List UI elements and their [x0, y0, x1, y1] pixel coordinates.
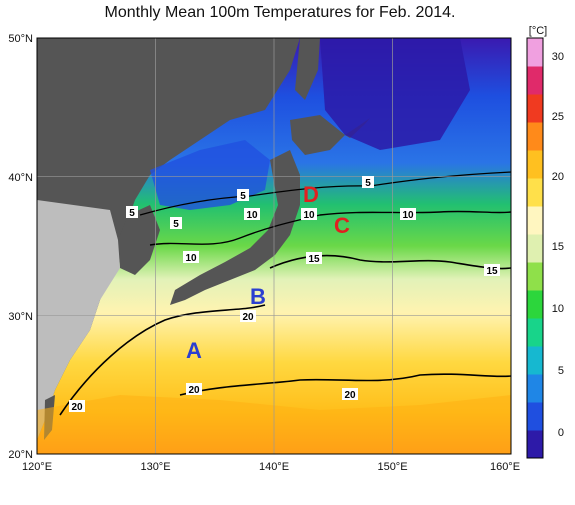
contour-label: 5	[362, 176, 374, 189]
colorbar-frame	[526, 37, 544, 459]
colorbar-segment	[527, 318, 543, 347]
korea-peninsula	[118, 205, 160, 275]
svg-text:15: 15	[486, 266, 498, 277]
colorbar-tick-10: 10	[552, 303, 564, 315]
colorbar-tick-0: 0	[558, 427, 564, 439]
svg-text:20: 20	[242, 312, 254, 323]
colorbar-segment	[527, 206, 543, 235]
marker-c: C	[334, 213, 350, 238]
contour-label: 5	[170, 217, 182, 230]
svg-text:10: 10	[185, 253, 197, 264]
marker-b: B	[250, 284, 266, 309]
colorbar-tick-15: 15	[552, 241, 564, 253]
contour-label: 10	[244, 208, 260, 221]
svg-text:5: 5	[173, 219, 179, 230]
lon-tick-120: 120°E	[22, 461, 52, 473]
colorbar-unit: [°C]	[529, 25, 547, 37]
contour-label: 15	[306, 252, 322, 265]
svg-text:20: 20	[344, 390, 356, 401]
graticule	[37, 38, 511, 454]
hokkaido-island	[290, 115, 345, 155]
contour-label: 5	[237, 189, 249, 202]
contour-label: 5	[126, 206, 138, 219]
colorbar-tick-5: 5	[558, 365, 564, 377]
svg-text:5: 5	[240, 191, 246, 202]
contour-label: 15	[484, 264, 500, 277]
svg-text:20: 20	[71, 402, 83, 413]
lat-tick-30: 30°N	[8, 311, 33, 323]
sakhalin-island	[295, 38, 320, 100]
contour-5	[139, 171, 511, 216]
colorbar-segment	[527, 66, 543, 95]
lat-tick-20: 20°N	[8, 449, 33, 461]
contour-label: 20	[342, 388, 358, 401]
svg-text:10: 10	[402, 210, 414, 221]
lat-tick-50: 50°N	[8, 33, 33, 45]
china-coast-shallow	[37, 200, 120, 440]
marker-a: A	[186, 338, 202, 363]
colorbar-segment	[527, 178, 543, 207]
colorbar-segment	[527, 262, 543, 291]
colorbar-segment	[527, 346, 543, 375]
colorbar-segment	[527, 374, 543, 403]
lon-tick-160: 160°E	[490, 461, 520, 473]
svg-text:5: 5	[365, 178, 371, 189]
contour-label: 20	[69, 400, 85, 413]
marker-d: D	[303, 182, 319, 207]
colorbar-segment	[527, 38, 543, 67]
colorbar-segment	[527, 430, 543, 459]
colorbar-tick-20: 20	[552, 171, 564, 183]
contour-label: 10	[183, 251, 199, 264]
map-frame	[36, 37, 512, 455]
svg-text:10: 10	[303, 210, 315, 221]
colorbar-tick-30: 30	[552, 51, 564, 63]
contour-20-north	[59, 304, 266, 416]
colorbar-segment	[527, 122, 543, 151]
contour-labels: 5 5 5 5 10 10 10 10 15 15 20 20 20 20	[69, 176, 500, 413]
contour-10	[149, 210, 511, 246]
contour-label: 10	[301, 208, 317, 221]
contour-20-south	[179, 373, 511, 396]
continent-landmass	[37, 38, 300, 440]
colorbar-segment	[527, 150, 543, 179]
colorbar-segment	[527, 402, 543, 431]
svg-text:5: 5	[129, 208, 135, 219]
contour-label: 20	[186, 383, 202, 396]
colorbar-segment	[527, 234, 543, 263]
cold-water-sea-of-okhotsk	[320, 38, 470, 150]
contour-label: 20	[240, 310, 256, 323]
lon-tick-130: 130°E	[140, 461, 170, 473]
lon-tick-140: 140°E	[259, 461, 289, 473]
colorbar-segment	[527, 94, 543, 123]
lon-tick-150: 150°E	[377, 461, 407, 473]
colorbar-tick-25: 25	[552, 111, 564, 123]
lat-tick-40: 40°N	[8, 172, 33, 184]
map-title: Monthly Mean 100m Temperatures for Feb. …	[104, 4, 456, 21]
svg-text:20: 20	[188, 385, 200, 396]
colorbar-segment	[527, 290, 543, 319]
colorbar	[526, 37, 544, 459]
contour-label: 10	[400, 208, 416, 221]
svg-text:15: 15	[308, 254, 320, 265]
svg-text:10: 10	[246, 210, 258, 221]
